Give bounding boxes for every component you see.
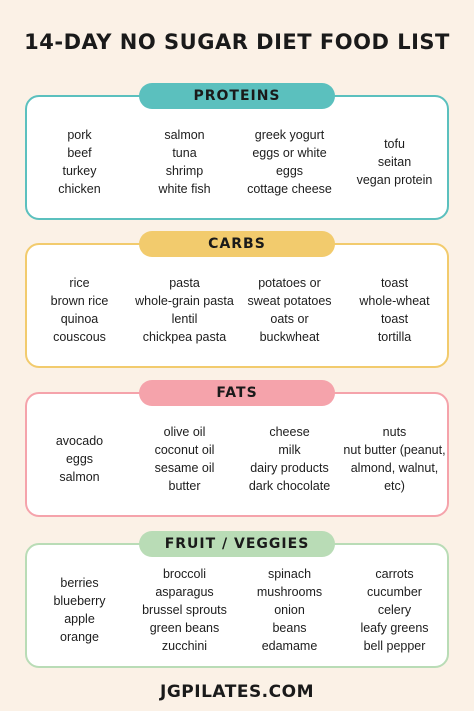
food-item: salmon xyxy=(59,469,100,484)
food-item: olive oil xyxy=(163,424,206,439)
food-item: mushrooms xyxy=(256,584,323,599)
food-column: tofu seitan vegan protein xyxy=(342,105,447,218)
food-item: shrimp xyxy=(165,163,204,178)
food-column: carrots cucumber celery leafy greens bell pe… xyxy=(342,553,447,666)
food-column: pasta whole-grain pasta lentil chickpea pas… xyxy=(132,253,237,366)
food-item: eggs or white xyxy=(252,145,327,160)
food-item: buckwheat xyxy=(259,329,320,344)
food-item: rice xyxy=(69,275,90,290)
food-item: tortilla xyxy=(377,329,412,344)
food-item: celery xyxy=(377,602,412,617)
food-item: edamame xyxy=(261,638,318,653)
food-item: sweat potatoes xyxy=(247,293,332,308)
food-item: orange xyxy=(60,629,99,644)
food-item: whole-wheat xyxy=(359,293,430,308)
food-item: beef xyxy=(67,145,92,160)
food-item: dark chocolate xyxy=(248,478,331,493)
food-item: leafy greens xyxy=(360,620,429,635)
food-item: cheese xyxy=(269,424,310,439)
food-item: toast xyxy=(380,275,409,290)
food-item: almond, walnut, xyxy=(350,460,439,475)
food-item: coconut oil xyxy=(154,442,215,457)
food-column: rice brown rice quinoa couscous xyxy=(27,253,132,366)
food-item: brussel sprouts xyxy=(142,602,227,617)
section-label-fruit-veggies: FRUIT / VEGGIES xyxy=(139,531,335,557)
food-column: potatoes or sweat potatoes oats or buckwhea… xyxy=(237,253,342,366)
food-item: milk xyxy=(278,442,301,457)
section-columns: avocado eggs salmon olive oil coconut oil ses… xyxy=(27,394,447,515)
food-item: tuna xyxy=(172,145,197,160)
food-column: greek yogurt eggs or white eggs cottage che… xyxy=(237,105,342,218)
page-title: 14-DAY NO SUGAR DIET FOOD LIST xyxy=(24,30,450,54)
section-label-carbs: CARBS xyxy=(139,231,335,257)
food-item: potatoes or xyxy=(258,275,321,290)
food-item: pasta xyxy=(169,275,200,290)
food-item: nut butter (peanut, xyxy=(343,442,446,457)
food-column: toast whole-wheat toast tortilla xyxy=(342,253,447,366)
food-item: greek yogurt xyxy=(254,127,325,142)
food-item: beans xyxy=(272,620,307,635)
food-column: cheese milk dairy products dark chocolate xyxy=(237,402,342,515)
food-item: bell pepper xyxy=(363,638,426,653)
food-item: couscous xyxy=(53,329,106,344)
food-item: onion xyxy=(274,602,305,617)
food-item: green beans xyxy=(149,620,220,635)
food-item: zucchini xyxy=(161,638,208,653)
food-item: dairy products xyxy=(250,460,329,475)
food-item: chicken xyxy=(58,181,101,196)
food-item: vegan protein xyxy=(356,172,433,187)
section-card-proteins: pork beef turkey chicken salmon tuna shrimp whi… xyxy=(25,83,449,220)
food-item: toast xyxy=(380,311,409,326)
food-item: brown rice xyxy=(50,293,109,308)
section-card-carbs: rice brown rice quinoa couscous pasta whole-g… xyxy=(25,231,449,368)
food-item: nuts xyxy=(382,424,407,439)
food-item: sesame oil xyxy=(154,460,215,475)
footer-site-name: JGPILATES.COM xyxy=(160,682,314,702)
food-item: cucumber xyxy=(367,584,422,599)
food-item: whole-grain pasta xyxy=(135,293,234,308)
food-item: berries xyxy=(60,575,99,590)
food-item: lentil xyxy=(171,311,198,326)
food-item: salmon xyxy=(164,127,205,142)
section-card-fats: avocado eggs salmon olive oil coconut oil ses… xyxy=(25,380,449,517)
food-item: tofu xyxy=(384,136,405,151)
food-item: apple xyxy=(64,611,95,626)
section-label-proteins: PROTEINS xyxy=(139,83,335,109)
food-column: pork beef turkey chicken xyxy=(27,105,132,218)
food-item: white fish xyxy=(158,181,211,196)
section-label-fats: FATS xyxy=(139,380,335,406)
food-column: avocado eggs salmon xyxy=(27,402,132,515)
food-item: seitan xyxy=(377,154,412,169)
section-columns: rice brown rice quinoa couscous pasta whole-g… xyxy=(27,245,447,366)
food-column: broccoli asparagus brussel sprouts green be… xyxy=(132,553,237,666)
food-column: nuts nut butter (peanut, almond, walnut, et… xyxy=(342,402,447,515)
food-item: eggs xyxy=(65,451,94,466)
food-item: blueberry xyxy=(53,593,106,608)
food-column: olive oil coconut oil sesame oil butter xyxy=(132,402,237,515)
food-item: spinach xyxy=(267,566,312,581)
section-card-fruit-veggies: berries blueberry apple orange broccoli aspar… xyxy=(25,531,449,668)
food-item: chickpea pasta xyxy=(142,329,227,344)
food-item: carrots xyxy=(375,566,414,581)
food-item: oats or xyxy=(270,311,309,326)
food-item: quinoa xyxy=(60,311,99,326)
food-item: eggs xyxy=(275,163,304,178)
food-item: pork xyxy=(67,127,92,142)
food-column: salmon tuna shrimp white fish xyxy=(132,105,237,218)
food-column: spinach mushrooms onion beans edamame xyxy=(237,553,342,666)
food-column: berries blueberry apple orange xyxy=(27,553,132,666)
food-item: broccoli xyxy=(162,566,207,581)
section-columns: pork beef turkey chicken salmon tuna shrimp whi… xyxy=(27,97,447,218)
food-item: avocado xyxy=(55,433,104,448)
food-item: cottage cheese xyxy=(247,181,332,196)
food-item: butter xyxy=(168,478,201,493)
food-item: etc) xyxy=(384,478,405,493)
food-item: asparagus xyxy=(155,584,214,599)
section-columns: berries blueberry apple orange broccoli aspar… xyxy=(27,545,447,666)
food-item: turkey xyxy=(62,163,97,178)
